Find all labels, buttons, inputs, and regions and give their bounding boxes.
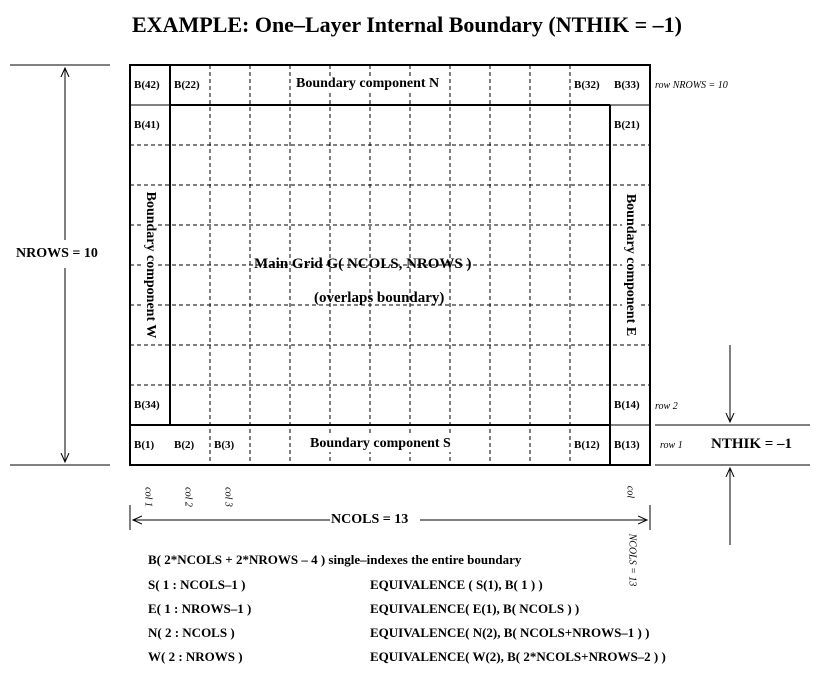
cell-b34: B(34) [134,399,160,411]
note-s: S( 1 : NCOLS–1 ) [148,577,246,592]
cell-b13: B(13) [614,439,640,451]
note-n: N( 2 : NCOLS ) [148,625,235,640]
boundary-lines [129,64,651,466]
cell-b32: B(32) [574,79,600,91]
cell-b12: B(12) [574,439,600,451]
row-label-2: row 2 [655,401,678,412]
main-grid-label: Main Grid G( NCOLS, NROWS ) [254,256,472,272]
note-e: E( 1 : NROWS–1 ) [148,601,252,616]
boundary-component-n: Boundary component N [294,76,442,92]
row-label-1: row 1 [660,440,683,451]
note-w: W( 2 : NROWS ) [148,649,243,664]
cell-b14: B(14) [614,399,640,411]
nrows-label: NROWS = 10 [16,246,98,261]
row-label-top: row NROWS = 10 [655,80,728,91]
page-title: EXAMPLE: One–Layer Internal Boundary (NT… [132,12,682,37]
cell-b42: B(42) [134,79,160,91]
cell-b22: B(22) [174,79,200,91]
boundary-component-s: Boundary component S [308,436,453,452]
grid-dashed-lines [130,65,650,465]
boundary-component-e: Boundary component E [622,191,638,339]
col-label-3: col 3 [222,487,234,507]
cell-b41: B(41) [134,119,160,131]
note-eq-s: EQUIVALENCE ( S(1), B( 1 ) ) [370,577,543,592]
ncols-label: NCOLS = 13 [331,512,409,527]
col-label-ncols: NCOLS = 13 [626,533,638,587]
cell-b2: B(2) [174,439,195,451]
main-grid-sublabel: (overlaps boundary) [314,290,445,306]
nthik-label: NTHIK = –1 [711,436,793,452]
note-eq-w: EQUIVALENCE( W(2), B( 2*NCOLS+NROWS–2 ) … [370,649,666,664]
note-boundary: B( 2*NCOLS + 2*NROWS – 4 ) single–indexe… [148,552,522,567]
col-label-last: col [624,485,636,499]
boundary-component-w: Boundary component W [142,189,158,341]
cell-b21: B(21) [614,119,640,131]
cell-b1: B(1) [134,439,155,451]
col-label-2: col 2 [182,487,194,507]
ncols-dimension [129,505,651,530]
col-label-1: col 1 [142,487,154,507]
nrows-dimension [10,64,110,466]
note-eq-n: EQUIVALENCE( N(2), B( NCOLS+NROWS–1 ) ) [370,625,650,640]
note-eq-e: EQUIVALENCE( E(1), B( NCOLS ) ) [370,601,580,616]
cell-b33: B(33) [614,79,640,91]
nthik-dimension [655,345,810,545]
cell-b3: B(3) [214,439,235,451]
